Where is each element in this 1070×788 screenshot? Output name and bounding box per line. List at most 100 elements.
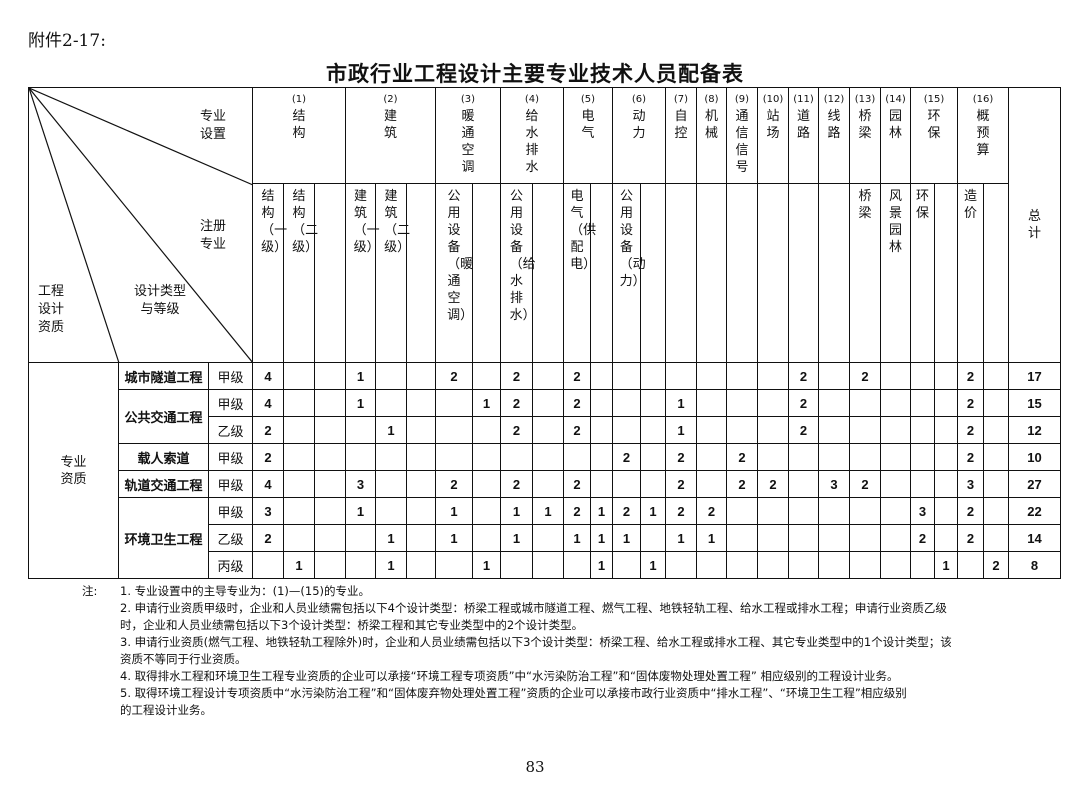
- registered-major-header: [934, 183, 958, 363]
- value-cell: 2: [757, 470, 789, 498]
- group-header: (14) 园林: [880, 87, 911, 184]
- value-cell: [880, 443, 911, 471]
- registered-major-header: [665, 183, 697, 363]
- value-cell: 2: [957, 497, 984, 525]
- value-cell: [757, 362, 789, 390]
- group-number: (11): [793, 94, 814, 105]
- value-cell: 1: [345, 497, 376, 525]
- group-name: 暖通空调: [461, 109, 475, 175]
- group-header: (8) 机械: [696, 87, 727, 184]
- value-cell: 3: [957, 470, 984, 498]
- value-cell: [500, 443, 533, 471]
- value-cell: [314, 416, 346, 444]
- group-header: (11) 道路: [788, 87, 819, 184]
- value-cell: [640, 524, 666, 552]
- value-cell: 2: [788, 389, 819, 417]
- value-cell: [314, 524, 346, 552]
- registered-major-label: 公用设备（动力）: [619, 189, 646, 289]
- value-cell: 2: [957, 416, 984, 444]
- value-cell: [612, 362, 641, 390]
- registered-major-header: 公用设备（暖通空调）: [435, 183, 473, 363]
- value-cell: 2: [252, 443, 284, 471]
- note-text: 5. 取得环境工程设计专项资质中“水污染防治工程”和“固体废弃物处理处置工程”资…: [120, 686, 907, 700]
- value-cell: 2: [563, 470, 591, 498]
- value-cell: 1: [532, 497, 564, 525]
- registered-major-header: 造价: [957, 183, 984, 363]
- grade-cell: 乙级: [208, 416, 253, 444]
- registered-major-header: [726, 183, 758, 363]
- group-number: (3): [460, 94, 476, 105]
- value-cell: [345, 551, 376, 579]
- group-header: (13) 桥梁: [849, 87, 881, 184]
- value-cell: [818, 389, 850, 417]
- value-cell: [849, 389, 881, 417]
- group-name: 动力: [632, 109, 646, 141]
- value-cell: 1: [375, 416, 407, 444]
- value-cell: [726, 551, 758, 579]
- value-cell: [472, 497, 501, 525]
- group-name: 结构: [292, 109, 306, 141]
- value-cell: [665, 362, 697, 390]
- value-cell: [880, 416, 911, 444]
- value-cell: 2: [563, 497, 591, 525]
- group-header: (9) 通信信号: [726, 87, 758, 184]
- registered-major-header: 风景园林: [880, 183, 911, 363]
- value-cell: [590, 362, 613, 390]
- value-cell: 2: [665, 443, 697, 471]
- value-cell: [880, 362, 911, 390]
- value-cell: [472, 524, 501, 552]
- group-name: 环保: [927, 109, 941, 141]
- note-line: 的工程设计业务。: [82, 702, 1042, 719]
- registered-major-label: 环保: [915, 189, 929, 221]
- note-text: 1. 专业设置中的主导专业为：(1)—(15)的专业。: [120, 584, 371, 598]
- registered-major-header: [472, 183, 501, 363]
- grade-cell: 乙级: [208, 524, 253, 552]
- registered-major-header: [590, 183, 613, 363]
- group-name: 园林: [888, 109, 902, 141]
- corner-header: 专业设置 注册专业 设计类型与等级 工程设计资质: [28, 87, 253, 363]
- value-cell: [283, 362, 315, 390]
- registered-major-label: 桥梁: [858, 189, 872, 221]
- notes-label: 注:: [82, 584, 98, 598]
- registered-major-header: [406, 183, 436, 363]
- value-cell: [590, 470, 613, 498]
- group-number: (12): [823, 94, 845, 105]
- value-cell: 4: [252, 470, 284, 498]
- value-cell: [640, 416, 666, 444]
- grade-cell: 甲级: [208, 470, 253, 498]
- value-cell: 1: [696, 524, 727, 552]
- value-cell: [612, 551, 641, 579]
- value-cell: [910, 443, 935, 471]
- value-cell: [612, 470, 641, 498]
- value-cell: 2: [788, 362, 819, 390]
- note-line: 时，企业和人员业绩需包括以下3个设计类型：桥梁工程和其它专业类型中的2个设计类型…: [82, 617, 1042, 634]
- value-cell: [314, 470, 346, 498]
- value-cell: [757, 524, 789, 552]
- value-cell: [757, 416, 789, 444]
- value-cell: [345, 416, 376, 444]
- total-cell: 15: [1008, 389, 1061, 417]
- value-cell: [934, 416, 958, 444]
- value-cell: 2: [726, 470, 758, 498]
- value-cell: [532, 524, 564, 552]
- value-cell: [406, 551, 436, 579]
- group-header: (5) 电气: [563, 87, 613, 184]
- note-text: 4. 取得排水工程和环境卫生工程专业资质的企业可以承接“环境工程专项资质”中“水…: [120, 669, 899, 683]
- value-cell: [726, 362, 758, 390]
- value-cell: [957, 551, 984, 579]
- value-cell: [849, 497, 881, 525]
- group-number: (9): [734, 94, 750, 105]
- value-cell: [435, 551, 473, 579]
- registered-major-header: [696, 183, 727, 363]
- group-name: 站场: [766, 109, 780, 141]
- total-cell: 12: [1008, 416, 1061, 444]
- value-cell: [314, 443, 346, 471]
- value-cell: [283, 416, 315, 444]
- value-cell: [283, 389, 315, 417]
- value-cell: [880, 389, 911, 417]
- registered-major-label: 风景园林: [888, 189, 902, 255]
- value-cell: [314, 497, 346, 525]
- value-cell: [590, 416, 613, 444]
- group-header: (12) 线路: [818, 87, 850, 184]
- value-cell: 3: [818, 470, 850, 498]
